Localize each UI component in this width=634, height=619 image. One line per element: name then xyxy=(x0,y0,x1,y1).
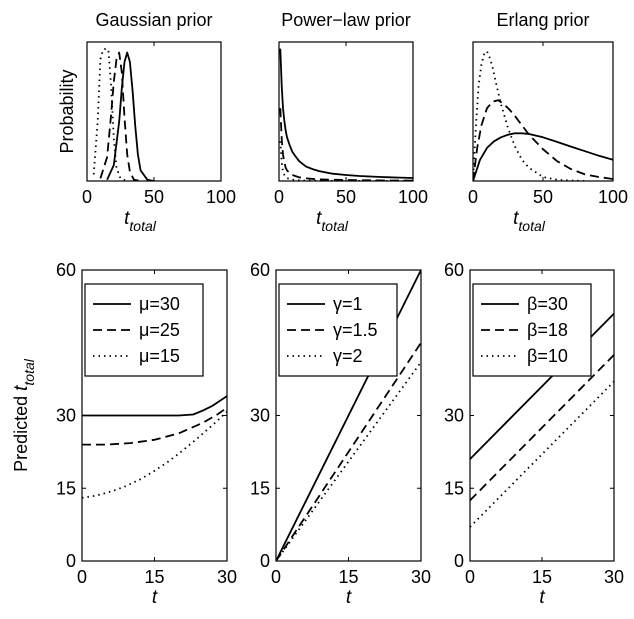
series-line-1-2 xyxy=(99,51,141,181)
chart-title: Erlang prior xyxy=(496,10,589,30)
legend-label: μ=30 xyxy=(139,294,180,314)
x-tick-label: 50 xyxy=(533,187,553,207)
x-tick-label: 0 xyxy=(468,187,478,207)
x-axis-label-main: t xyxy=(316,208,322,229)
x-tick-label: 50 xyxy=(144,187,164,207)
legend-label: β=10 xyxy=(527,346,568,366)
x-tick-label: 30 xyxy=(604,567,624,587)
series-line-3-3 xyxy=(473,50,586,181)
y-axis-label: Predicted ttotal xyxy=(11,358,37,472)
y-axis-label-var: t xyxy=(11,385,32,391)
x-axis-label-sub: total xyxy=(518,218,545,234)
plot-frame xyxy=(472,41,614,182)
x-axis-label-main: t xyxy=(124,208,130,229)
x-axis-label: t xyxy=(346,587,352,608)
series-line-4-1 xyxy=(82,395,227,417)
legend-label: γ=1 xyxy=(333,294,363,314)
series-line-6-3 xyxy=(470,380,614,528)
x-axis-label-sub: total xyxy=(129,218,156,234)
panel-1: 0 50 100 Gaussian prior ttotal Probability xyxy=(57,10,236,234)
x-axis-label-main: t xyxy=(539,587,545,608)
x-tick-label: 30 xyxy=(411,567,431,587)
y-tick-label: 30 xyxy=(444,406,464,426)
x-tick-label: 100 xyxy=(398,187,428,207)
legend-label: γ=2 xyxy=(333,346,363,366)
series-line-4-3 xyxy=(82,410,227,499)
x-axis-label-main: t xyxy=(513,208,519,229)
x-axis-label: ttotal xyxy=(513,208,546,234)
legend-label: μ=15 xyxy=(139,346,180,366)
y-tick-label: 30 xyxy=(56,406,76,426)
x-tick-label: 0 xyxy=(271,567,281,587)
series-line-2-1 xyxy=(279,48,413,179)
legend-box xyxy=(84,283,204,377)
x-axis-label-sub: total xyxy=(321,218,348,234)
y-tick-label: 15 xyxy=(250,478,270,498)
x-axis-label: t xyxy=(539,587,545,608)
y-tick-label: 60 xyxy=(250,260,270,280)
y-tick-label: 15 xyxy=(444,478,464,498)
x-tick-label: 0 xyxy=(82,187,92,207)
series-line-6-2 xyxy=(470,354,614,502)
series-line-5-3 xyxy=(276,361,421,561)
y-tick-label: 60 xyxy=(444,260,464,280)
x-tick-label: 0 xyxy=(465,567,475,587)
series-line-5-2 xyxy=(276,342,421,561)
legend-label: γ=1.5 xyxy=(333,320,378,340)
panel-3: 0 50 100 Erlang prior ttotal xyxy=(468,10,628,234)
x-tick-label: 100 xyxy=(598,187,628,207)
x-tick-label: 15 xyxy=(338,567,358,587)
chart-title: Power−law prior xyxy=(281,10,411,30)
x-axis-label: ttotal xyxy=(316,208,349,234)
legend-label: β=18 xyxy=(527,320,568,340)
y-axis-label: Probability xyxy=(57,69,77,153)
series-line-4-2 xyxy=(82,406,227,446)
x-axis-label: t xyxy=(152,587,158,608)
legend-box xyxy=(278,283,398,377)
y-tick-label: 0 xyxy=(66,551,76,571)
x-tick-label: 15 xyxy=(532,567,552,587)
y-tick-label: 0 xyxy=(454,551,464,571)
series-line-2-2 xyxy=(279,108,413,181)
y-tick-label: 15 xyxy=(56,478,76,498)
series-line-3-1 xyxy=(473,132,613,181)
x-axis-label-main: t xyxy=(152,587,158,608)
x-tick-label: 0 xyxy=(77,567,87,587)
x-tick-label: 15 xyxy=(144,567,164,587)
x-tick-label: 50 xyxy=(336,187,356,207)
x-tick-label: 100 xyxy=(206,187,236,207)
series-line-1-3 xyxy=(106,51,155,181)
series-line-3-2 xyxy=(473,99,613,181)
x-tick-label: 30 xyxy=(217,567,237,587)
legend-box xyxy=(472,283,592,377)
x-tick-label: 0 xyxy=(274,187,284,207)
y-tick-label: 30 xyxy=(250,406,270,426)
panel-6: 0 15 30 0 15 30 60 t β=30 β=18 β=10 xyxy=(444,260,624,608)
chart-title: Gaussian prior xyxy=(95,10,212,30)
panel-5: 0 15 30 0 15 30 60 t γ=1 γ=1.5 γ=2 xyxy=(250,260,431,608)
series-line-1-1 xyxy=(92,47,128,181)
legend-label: μ=25 xyxy=(139,320,180,340)
x-axis-label: ttotal xyxy=(124,208,157,234)
x-axis-label-main: t xyxy=(346,587,352,608)
y-tick-label: 0 xyxy=(260,551,270,571)
legend-label: β=30 xyxy=(527,294,568,314)
y-axis-label-sub: total xyxy=(21,358,37,385)
y-axis-label-main: Predicted xyxy=(11,391,31,472)
y-tick-label: 60 xyxy=(56,260,76,280)
panel-2: 0 50 100 Power−law prior ttotal xyxy=(274,10,428,234)
